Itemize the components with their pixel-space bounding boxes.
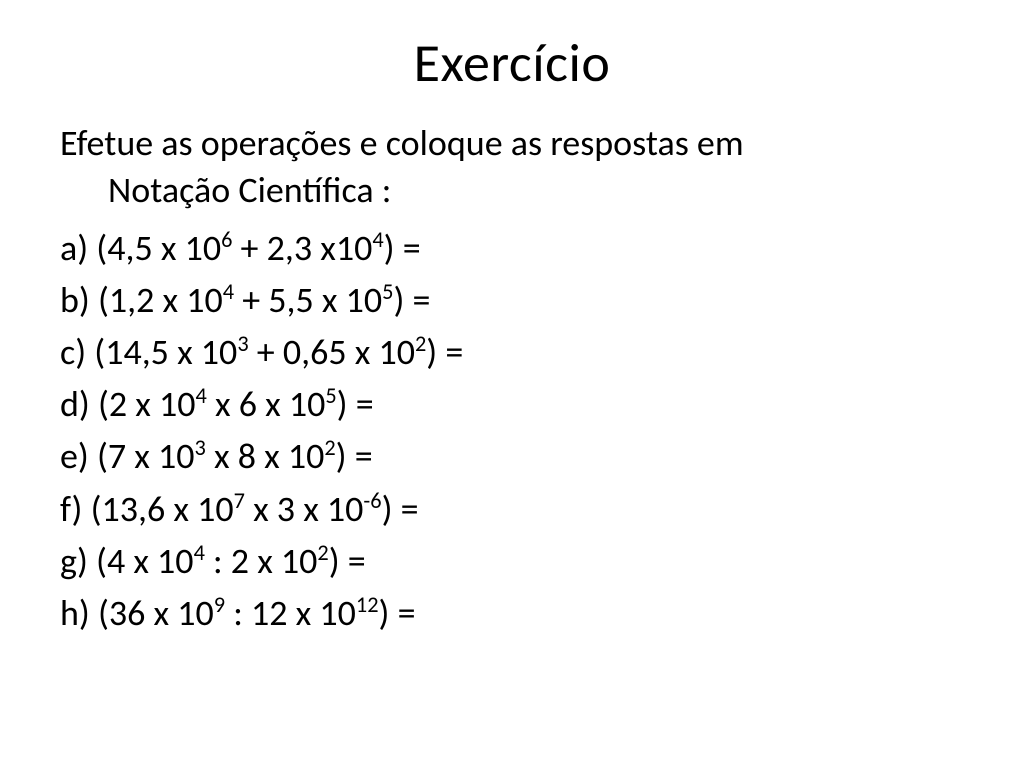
slide-container: Exercício Efetue as operações e coloque … — [0, 0, 1024, 679]
problem-d: d) (2 x 104 x 6 x 105) = — [60, 378, 964, 430]
instruction-line1: Efetue as operações e coloque as respost… — [60, 121, 744, 165]
problem-g: g) (4 x 104 : 2 x 102) = — [60, 535, 964, 587]
problems-list: a) (4,5 x 106 + 2,3 x104) = b) (1,2 x 10… — [60, 222, 964, 640]
problem-f: f) (13,6 x 107 x 3 x 10-6) = — [60, 483, 964, 535]
problem-b: b) (1,2 x 104 + 5,5 x 105) = — [60, 274, 964, 326]
problem-c: c) (14,5 x 103 + 0,65 x 102) = — [60, 326, 964, 378]
problem-h: h) (36 x 109 : 12 x 1012) = — [60, 587, 964, 639]
problem-a: a) (4,5 x 106 + 2,3 x104) = — [60, 222, 964, 274]
problem-e: e) (7 x 103 x 8 x 102) = — [60, 430, 964, 482]
instruction-line2: Notação Científica : — [60, 167, 964, 214]
instruction-text: Efetue as operações e coloque as respost… — [60, 120, 964, 214]
slide-title: Exercício — [60, 30, 964, 96]
